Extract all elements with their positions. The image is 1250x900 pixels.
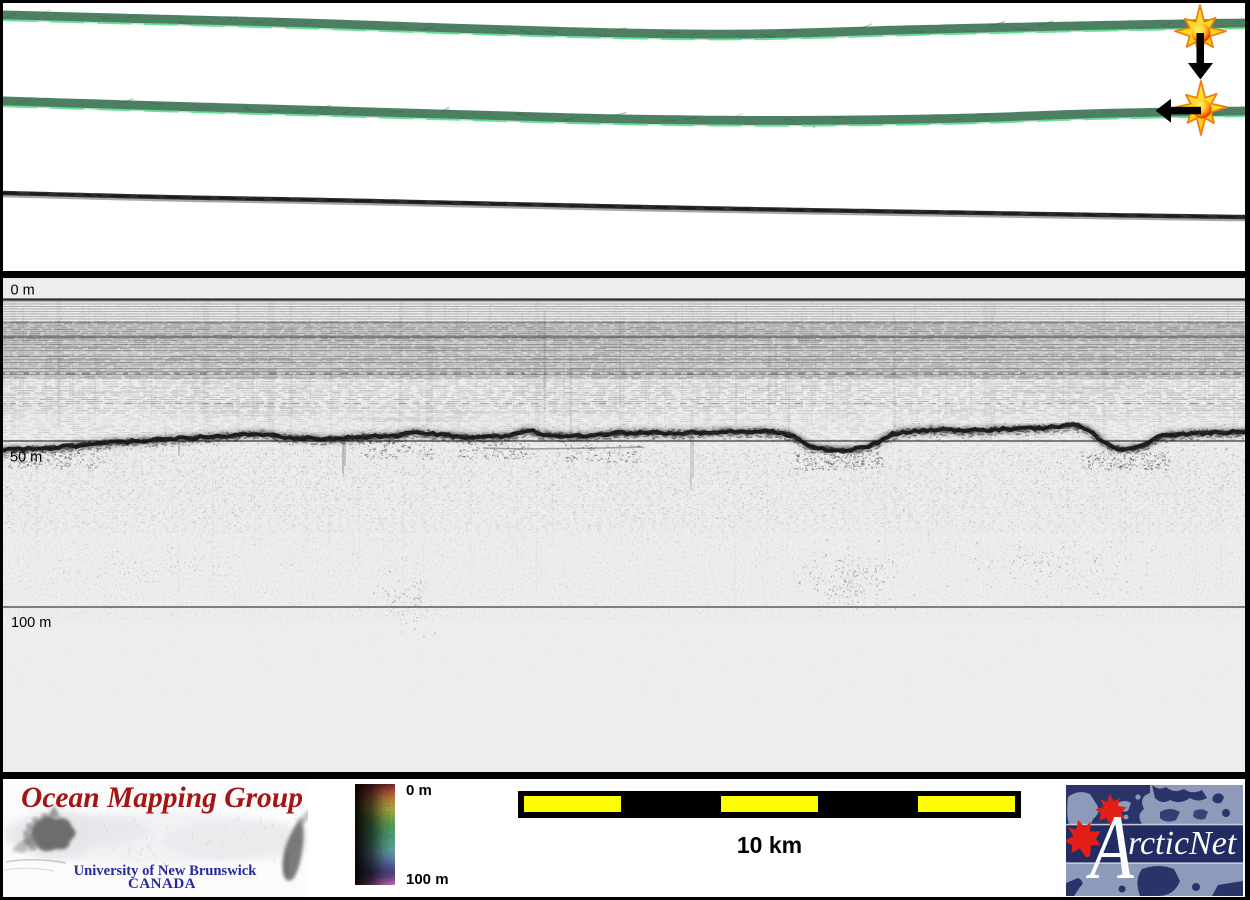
svg-text:A: A (1086, 795, 1135, 896)
svg-text:50 m: 50 m (10, 450, 42, 466)
svg-text:Ocean Mapping Group: Ocean Mapping Group (21, 783, 303, 814)
svg-text:CANADA: CANADA (128, 876, 196, 892)
svg-text:rcticNet: rcticNet (1128, 825, 1238, 862)
svg-text:University of New Brunswick: University of New Brunswick (74, 863, 258, 879)
svg-text:0 m: 0 m (11, 283, 35, 299)
svg-text:100 m: 100 m (11, 615, 51, 631)
